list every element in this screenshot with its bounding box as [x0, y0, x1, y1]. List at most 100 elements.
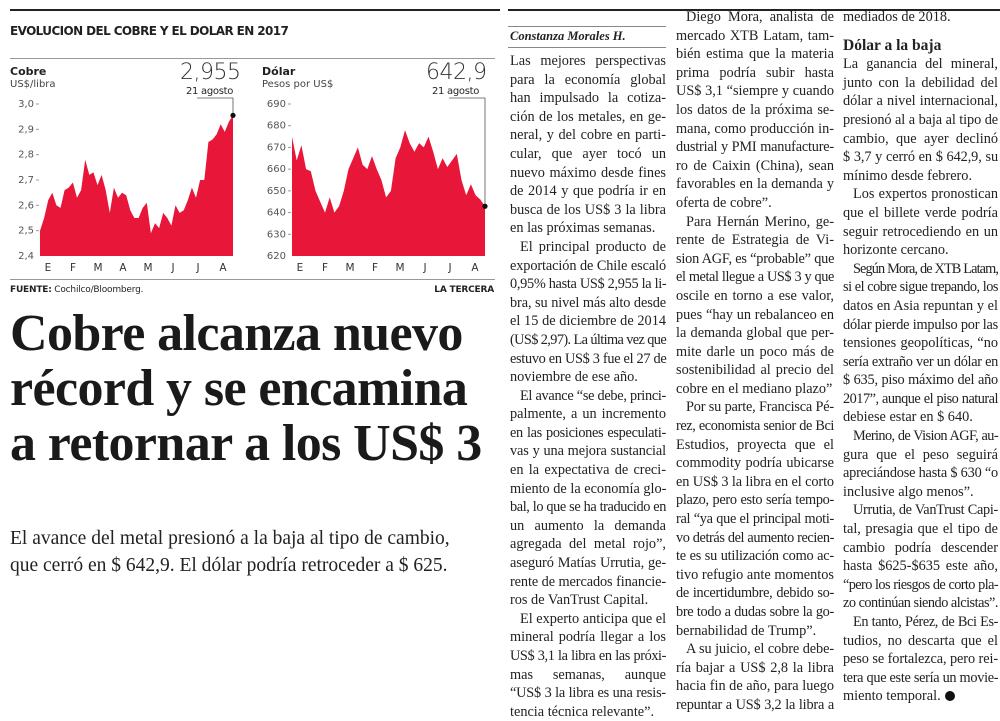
article-line: hacia fin de año, para luego — [676, 678, 834, 695]
article-line: Estudios, proyecta que el — [676, 436, 834, 453]
latest-point — [230, 112, 236, 118]
source-label: FUENTE: — [10, 285, 52, 295]
chart-title: Cobre — [10, 65, 47, 78]
y-tick-label: 2,7 — [18, 175, 34, 186]
article-line: US$ 3,1 “siempre y cuando — [676, 83, 834, 100]
article-line: peso se fortalezca, pero rei- — [843, 651, 998, 668]
article-line: si el cobre sigue trepando, los — [843, 279, 999, 296]
article-line: bal, lo que se ha traducido en — [510, 499, 666, 516]
article-column-3: mediados de 2018. Dólar a la baja La ganan… — [843, 8, 999, 706]
article-line: A su juicio, el cobre debe- — [686, 641, 834, 658]
article-line: nuevo máximo desde fines — [510, 164, 666, 181]
article-line: inclusive algo menos”. — [843, 483, 974, 500]
x-tick-label: A — [219, 262, 227, 274]
article-line: Diego Mora, analista de — [686, 9, 834, 25]
article-line: te es su utilización como ac- — [676, 548, 834, 565]
x-tick-label: M — [143, 262, 152, 274]
article-line: repuntar a US$ 3,2 la libra a — [676, 696, 834, 713]
section-subheading: Dólar a la baja — [843, 36, 942, 54]
chart-svg: 690 680 670 660 650 640 630 620 E F M F M J J A — [267, 97, 488, 274]
article-line: mineral podría llegar a los — [510, 629, 666, 646]
chart-unit: US$/libra — [10, 79, 56, 90]
article-line: rente de Estrategia de Vi- — [676, 232, 834, 249]
y-tick-label: 620 — [267, 251, 286, 262]
article-line: ría bajar a US$ 2,8 la libra — [676, 659, 834, 676]
article-line: ro de Caixin (China), sean — [676, 157, 834, 174]
article-line: noviembre de ese año. — [510, 369, 638, 386]
article-line: La ganancia del mineral, — [843, 56, 998, 73]
y-tick-label: 650 — [267, 186, 286, 197]
annotation-leader — [197, 97, 234, 116]
dollar-chart: 690 680 670 660 650 640 630 620 E F M F M J J A Dólar P… — [262, 62, 502, 276]
article-line: rez, economista senior de Bci — [676, 418, 834, 435]
column-top-rule — [508, 9, 1000, 11]
article-line: en US$ 3 la libra en el corto — [676, 473, 834, 490]
y-tick-label: 630 — [267, 229, 286, 240]
article-line: bra, su nivel más alto desde — [510, 294, 666, 311]
article-line: estuvo en US$ 3 fue el 27 de — [510, 350, 667, 367]
chart-latest-date: 21 agosto — [186, 86, 234, 97]
article-line: junto con la debilidad del — [843, 74, 998, 91]
article-line: bre todo a dudas sobre la go- — [676, 604, 834, 620]
article-line: bernabilidad de Trump”. — [676, 622, 817, 639]
deck-line: que cerró en $ 642,9. El dólar podría re… — [10, 555, 448, 576]
article-line: Por su parte, Francisca Pé- — [686, 399, 834, 416]
article-line: cular, que ayer tocó un — [510, 145, 666, 162]
article-line: un aumento la demanda — [510, 517, 666, 534]
y-tick-label: 2,6 — [18, 200, 34, 211]
article-line: “US$ 3 la libra es una resis- — [510, 685, 666, 702]
article-line: plazo, pero esto sería tempo- — [676, 492, 834, 509]
article-line: 2017”, aunque el piso natural — [843, 390, 999, 407]
y-tick-label: 2,4 — [18, 251, 34, 262]
article-line: vo detrás del aumento recien- — [676, 529, 834, 546]
graphic-bottom-rule — [10, 279, 495, 280]
article-line: el 15 de diciembre de 2014 — [510, 313, 666, 330]
article-line: ral “ya que el principal moti- — [676, 511, 834, 528]
graphic-divider — [10, 58, 495, 59]
article-line: palmente, a un incremento — [510, 406, 666, 423]
article-line: agregada del metal rojo”, — [510, 536, 666, 553]
y-tick-label: 660 — [267, 164, 286, 175]
article-line: Según Mora, de XTB Latam, — [853, 260, 999, 277]
article-line: tencia técnica relevante”. — [510, 703, 655, 720]
headline: Cobre alcanza nuevo récord y se encamina… — [10, 306, 500, 471]
y-tick-label: 690 — [267, 99, 286, 110]
article-line: tensiones geopolíticas, “no — [843, 335, 998, 352]
article-line: favorables en la demanda y — [676, 176, 834, 193]
annotation-leader — [449, 97, 486, 207]
y-tick-label: 680 — [267, 121, 286, 132]
article-line: Merino, de Vision AGF, au- — [853, 428, 999, 445]
article-line: aseguró Matías Urrutia, ge- — [510, 555, 666, 572]
article-line: zo continúan siendo alcistas”. — [843, 595, 998, 612]
end-mark-icon — [944, 691, 955, 702]
article-line: en la expectativa de creci- — [510, 462, 666, 479]
byline: Constanza Morales H. — [510, 29, 626, 43]
article-line: para la economía global — [510, 71, 666, 88]
article-line: cambio, que ayer declinó — [843, 130, 998, 147]
article-line: ción de los metales, en ge- — [510, 108, 666, 125]
article-line: de incertidumbre, debido so- — [676, 585, 834, 602]
y-tick-label: 2,8 — [18, 150, 34, 161]
article-line: han impulsado la cotiza- — [510, 90, 666, 107]
article-line: apreciándose hasta $ 630 “o — [843, 465, 998, 482]
article-line: pues “hay un rebalanceo en — [676, 306, 834, 323]
headline-line: récord y se encamina — [10, 360, 468, 417]
article-line: presionó al a baja al tipo de — [843, 111, 998, 128]
byline-rule-top — [508, 26, 666, 27]
y-tick-label: 670 — [267, 142, 286, 153]
deck: El avance del metal presionó a la baja a… — [10, 525, 500, 579]
article-line: mínimo desde febrero. — [843, 167, 973, 184]
article-line: rente de mercados financie- — [510, 573, 666, 590]
article-line: dustrial y PMI manufacture- — [676, 139, 834, 156]
headline-line: Cobre alcanza nuevo — [10, 305, 463, 362]
article-line: debiese estar en $ 640. — [843, 409, 973, 426]
article-line: neral, y del cobre en parti- — [510, 127, 666, 144]
source-text: Cochilco/Bloomberg. — [54, 285, 144, 295]
chart-title: Dólar — [262, 65, 296, 78]
chart-svg: 3,0 2,9 2,8 2,7 2,6 2,5 2,4 E F M A M J J A — [18, 97, 236, 274]
article-line: miento de la economía glo- — [510, 480, 667, 497]
article-line: 0,95% hasta US$ 2,955 la li- — [510, 276, 667, 293]
article-line: tivo refugio ante momentos — [676, 566, 834, 583]
chart-latest-value: 642,9 — [426, 60, 487, 85]
article-line: El experto anticipa que el — [520, 610, 667, 627]
